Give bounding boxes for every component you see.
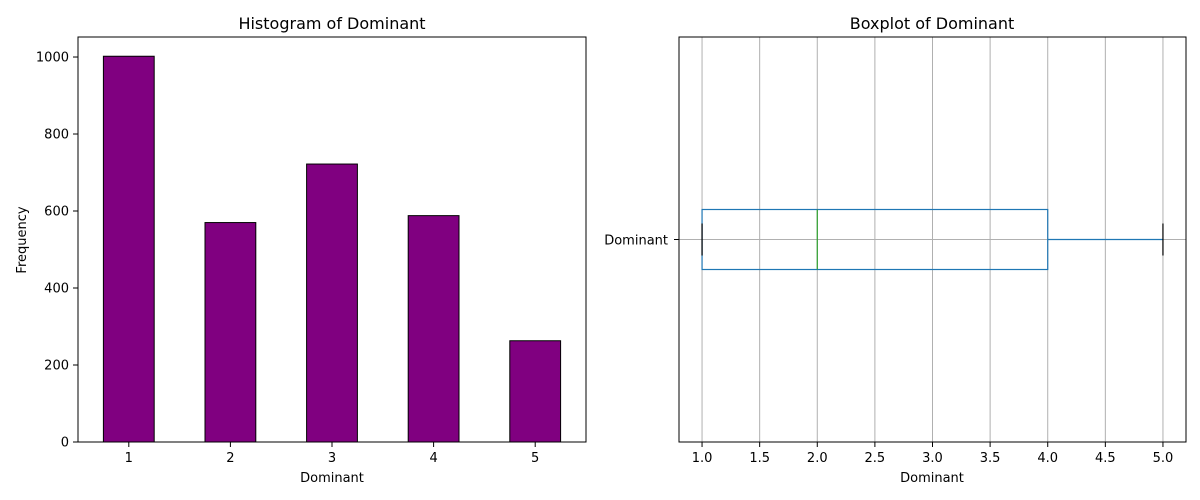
histogram-y-tick-label: 600 [44,205,69,220]
boxplot-x-tick-label: 2.5 [865,451,886,466]
histogram-y-tick-label: 0 [61,436,69,451]
boxplot-x-tick-label: 3.5 [980,451,1001,466]
boxplot-y-ticks: Dominant [604,234,679,249]
boxplot-x-tick-label: 5.0 [1153,451,1174,466]
histogram-x-axis-label: Dominant [300,471,364,486]
histogram-title: Histogram of Dominant [238,14,425,33]
boxplot-x-axis-label: Dominant [900,471,964,486]
boxplot-x-ticks: 1.0 1.5 2.0 2.5 3.0 3.5 4.0 4.5 5.0 [692,442,1174,466]
histogram-y-tick-label: 800 [44,128,69,143]
boxplot-x-tick-label: 1.0 [692,451,713,466]
histogram-bar-3 [306,163,358,443]
histogram-x-tick-label: 5 [531,451,539,466]
histogram-bar-2 [204,222,257,443]
histogram-y-tick-label: 200 [44,359,69,374]
histogram-x-tick-label: 1 [125,451,133,466]
boxplot-x-tick-label: 4.5 [1095,451,1116,466]
boxplot-x-tick-label: 4.0 [1037,451,1058,466]
histogram-bar-5 [509,340,562,443]
boxplot-title: Boxplot of Dominant [850,14,1015,33]
boxplot-x-tick-label: 3.0 [922,451,943,466]
histogram-y-ticks: 0 200 400 600 800 1000 [36,51,78,451]
boxplot-x-tick-label: 1.5 [749,451,770,466]
boxplot-marks [701,208,1164,271]
histogram-chart: Histogram of Dominant 1 2 3 4 5 0 200 400 600 80… [15,14,587,486]
histogram-y-tick-label: 1000 [36,51,69,66]
histogram-bar-1 [102,55,155,443]
histogram-y-axis-label: Frequency [15,206,30,273]
histogram-x-tick-label: 4 [429,451,437,466]
histogram-x-tick-label: 2 [226,451,234,466]
histogram-y-tick-label: 400 [44,282,69,297]
boxplot-x-tick-label: 2.0 [807,451,828,466]
histogram-x-ticks: 1 2 3 4 5 [125,442,539,466]
boxplot-category-label: Dominant [604,234,668,249]
boxplot-chart: Boxplot of Dominant 1.0 1.5 2.0 2.5 3.0 3.5 4.… [604,14,1187,486]
histogram-bars [102,55,562,443]
histogram-x-tick-label: 3 [328,451,336,466]
histogram-bar-4 [407,215,460,443]
